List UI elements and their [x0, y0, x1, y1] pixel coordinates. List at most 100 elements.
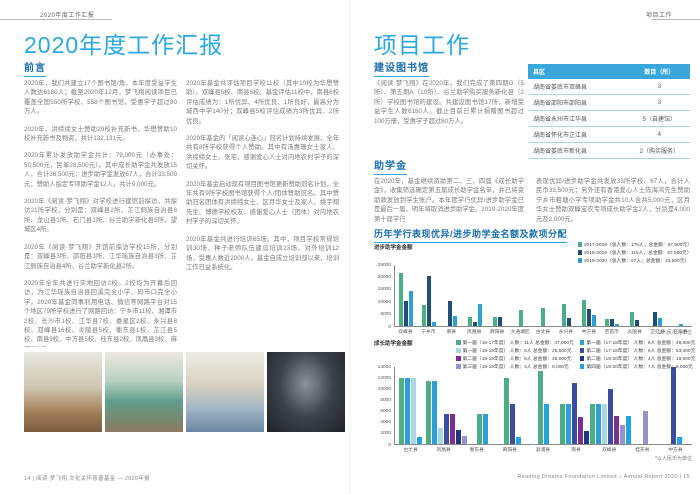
scholarship-column-1: 在2020年，基金继续资助第二、三、四届《成长助学金》，收集筛选确定第五届成长助…	[374, 177, 524, 225]
bar-group	[497, 367, 528, 444]
unit-note-chart2: *以人民币为单位	[655, 456, 692, 462]
table-row: 湖南省永州市江华县 5（自建馆）	[528, 111, 690, 127]
left-page-title: 2020年度工作汇报	[24, 32, 224, 58]
legend-swatch	[577, 250, 583, 255]
bar	[443, 413, 449, 444]
y-tick-label: 4000	[380, 420, 391, 426]
bar	[610, 319, 615, 326]
bar	[427, 276, 432, 326]
bar	[482, 413, 488, 444]
bar	[518, 310, 523, 326]
chart-legend: 2017-2018（总人数：175人；总金额：87,500元） 2018-2019…	[577, 241, 692, 264]
bar-group	[661, 366, 692, 444]
legend-label: 2017-2018（总人数：175人；总金额：87,500元）	[584, 243, 692, 248]
bar-group	[623, 265, 646, 326]
bar	[566, 317, 571, 326]
chart-plot-area	[394, 366, 692, 445]
bar	[447, 301, 452, 326]
bar-group	[631, 367, 662, 444]
chart-body: 14000 12000 10000 8000 6000 4000 2000 0	[374, 364, 692, 448]
right-page-title: 项目工作	[374, 32, 470, 58]
bar	[565, 404, 571, 444]
bar-group	[464, 265, 487, 326]
legend-item: 2019-2020（总人数：67人；总金额：33,500元）	[577, 257, 692, 264]
library-count-table: 县区 数目（所） 湖南省娄底市双峰县 3 湖南省邵阳市邵阳县 3 湖南省永州市江华县 5（自建…	[528, 64, 690, 159]
bar	[452, 315, 457, 326]
bar	[678, 323, 683, 326]
legend-label: 2019-2020（总人数：67人；总金额：33,500元）	[584, 259, 690, 264]
photo-library-room	[105, 352, 183, 432]
legend-label: 第二届（19-20年度） 人数：4人 总金额：19,000元	[586, 357, 696, 362]
library-section-body: 《阅读·梦飞翔》在2020年，我们完成了第四期G（5所）、第五期A（10所）、谷…	[374, 79, 524, 157]
table-header-cell: 数目（所）	[644, 70, 675, 76]
table-cell-count: 3	[657, 83, 661, 90]
bar	[595, 404, 601, 444]
chart-y-axis: 25000 20000 15000 10000 5000 0	[374, 262, 394, 330]
bar	[619, 424, 625, 444]
y-tick-label: 10000	[377, 386, 391, 392]
legend-label: 第四届（19-20年度） 人数：7人 总金额：6,000元	[586, 365, 693, 370]
photo-classroom-interior	[24, 352, 102, 432]
x-tick-label: 麻阳县	[489, 330, 505, 335]
legend-swatch	[456, 364, 461, 369]
y-tick-label: 5000	[380, 312, 391, 318]
x-tick-label: 双峰县	[398, 330, 413, 335]
chart-y-axis: 14000 12000 10000 8000 6000 4000 2000 0	[374, 364, 394, 448]
bar	[498, 317, 503, 326]
bar	[467, 316, 472, 326]
legend-item: 第二届（17-18年度） 人数：9人 总金额：53,000元	[579, 347, 696, 354]
x-tick-label: 凤凰县	[436, 448, 451, 453]
legend-swatch	[579, 364, 585, 369]
bar-group	[559, 367, 590, 444]
running-head-left: 2020年度工作汇报	[40, 13, 95, 19]
table-row: 湖南省邵阳市邵阳县 3	[528, 95, 690, 111]
legend-item: 2017-2018（总人数：175人；总金额：87,500元）	[577, 241, 692, 248]
x-tick-label: 南县	[571, 448, 581, 453]
y-tick-label: 8000	[380, 397, 391, 403]
bar-group	[418, 265, 441, 326]
chart-legend: 第一届（16-17年度） 人数：11人 总金额：47,000元 第一届（17-18…	[456, 339, 695, 370]
table-cell-count: 2（购买服务）	[639, 149, 679, 155]
y-tick-label: 0	[388, 324, 391, 330]
y-tick-label: 12000	[377, 375, 391, 381]
bar	[571, 383, 577, 444]
legend-item: 第二届（19-20年度） 人数：4人 总金额：19,000元	[579, 355, 696, 362]
bar	[410, 377, 416, 444]
legend-item: 第一届（17-18年度） 人数：8人 总金额：49,000元	[579, 339, 695, 346]
bar-group	[425, 367, 467, 444]
legend-swatch	[577, 242, 583, 247]
bar-group	[509, 265, 532, 326]
y-tick-label: 10000	[377, 299, 391, 305]
scholarship-section-heading: 助学金	[374, 157, 407, 175]
photo-dark-classroom-projector	[267, 352, 345, 432]
chart-header: 成长助学金金额 第一届（16-17年度） 人数：11人 总金额：47,000元 第一…	[374, 339, 695, 370]
legend-label: 第三届（18-19年度） 人数：3人 总金额：5,000元	[462, 365, 569, 370]
bar	[516, 437, 522, 444]
chart-y-axis-title: 进步助学金金额	[374, 245, 413, 251]
y-tick-label: 25000	[377, 262, 391, 268]
table-cell-district: 湖南省怀化市芷江县	[533, 133, 588, 139]
legend-swatch	[579, 356, 585, 361]
growth-scholarship-chart: 成长助学金金额 第一届（16-17年度） 人数：11人 总金额：47,000元 第一…	[374, 339, 695, 453]
bar	[544, 403, 550, 444]
table-row: 湖南省娄底市新化县 2（购买服务）	[528, 143, 690, 159]
scholarship-column-2: 表现优异/进步助学金共发放33所学校、67人，合计人民币33,500元；另外还有…	[536, 177, 690, 225]
y-tick-label: 20000	[377, 274, 391, 280]
legend-label: 第二届（17-18年度） 人数：9人 总金额：53,000元	[586, 349, 696, 354]
legend-item: 第一届（18-19年度） 人数：5人 总金额：26,500元	[456, 347, 574, 354]
left-page-footer: 14 | 阅读·梦飞翔 文化关怀慈善基金 — 2020年报	[24, 476, 150, 482]
x-tick-label: 桂东县	[635, 448, 650, 453]
x-tick-label: 芷江县	[650, 330, 665, 335]
photo-strip	[24, 352, 345, 432]
x-tick-label: 大通湖区	[510, 330, 530, 335]
bar	[409, 290, 414, 326]
x-tick-label: 中方县	[668, 448, 683, 453]
y-tick-label: 14000	[377, 364, 391, 370]
bar-group	[395, 265, 418, 326]
bar	[625, 415, 631, 444]
table-cell-district: 湖南省娄底市新化县	[533, 149, 588, 155]
bar	[582, 299, 587, 326]
legend-swatch	[456, 356, 461, 361]
bar-group	[486, 265, 509, 326]
photo-students-at-desks	[186, 352, 264, 432]
